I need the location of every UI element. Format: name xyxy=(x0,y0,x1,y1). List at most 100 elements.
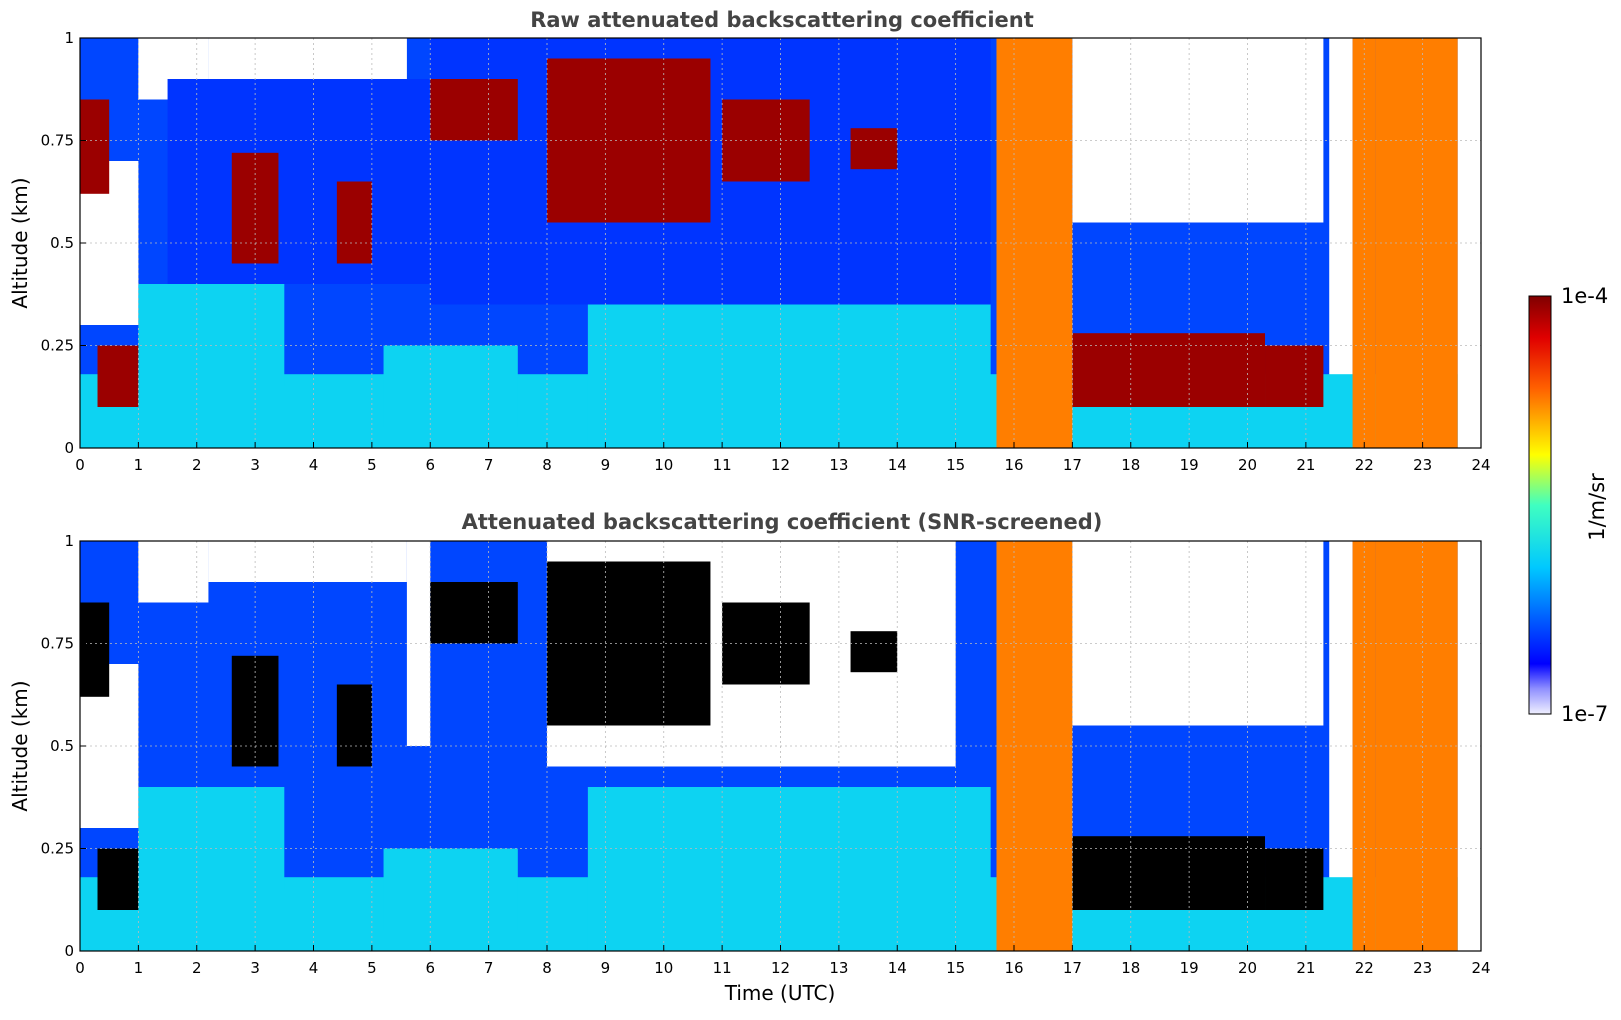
x-tick-label: 10 xyxy=(654,456,673,474)
x-tick-label: 23 xyxy=(1413,959,1432,977)
x-tick-label: 11 xyxy=(713,456,732,474)
y-tick-label: 0.25 xyxy=(41,337,74,355)
y-axis-label-raw: Altitude (km) xyxy=(8,177,32,308)
heatmap-cell-cloud-screened xyxy=(97,848,139,910)
x-tick-label: 5 xyxy=(367,456,377,474)
x-tick-label: 23 xyxy=(1413,456,1432,474)
heatmap-cell-cloud xyxy=(1265,345,1324,407)
heatmap-cell-aerosol-boundary-layer xyxy=(383,345,518,428)
x-tick-label: 7 xyxy=(484,959,494,977)
colorbar-max-label: 1e-4 xyxy=(1561,284,1608,308)
x-tick-label: 0 xyxy=(75,456,85,474)
x-tick-label: 3 xyxy=(250,959,260,977)
heatmap-cell-clear-sky xyxy=(208,38,407,79)
y-tick-label: 0.5 xyxy=(50,234,74,252)
x-tick-label: 6 xyxy=(425,959,435,977)
x-tick-label: 18 xyxy=(1121,959,1140,977)
x-tick-label: 20 xyxy=(1238,959,1257,977)
x-tick-label: 0 xyxy=(75,959,85,977)
y-tick-label: 0 xyxy=(64,942,74,960)
heatmap-cell-cloud xyxy=(547,58,711,223)
heatmap-cell-cloud-screened xyxy=(1072,836,1266,910)
x-tick-label: 24 xyxy=(1471,456,1490,474)
colorbar-gradient xyxy=(1528,295,1552,715)
x-tick-label: 4 xyxy=(309,959,319,977)
heatmap-cell-aerosol-boundary-layer xyxy=(383,848,518,931)
x-tick-label: 12 xyxy=(771,959,790,977)
x-tick-label: 22 xyxy=(1355,959,1374,977)
x-tick-label: 18 xyxy=(1121,456,1140,474)
heatmap-cell-clear-sky xyxy=(208,541,407,582)
x-tick-label: 19 xyxy=(1180,456,1199,474)
x-ticks-raw: 0 1 2 3 4 5 6 7 8 9 10 11 12 13 14 15 16 17 18 19 20 21 22 23 24 xyxy=(75,442,1491,474)
heatmap-cell-clear-sky xyxy=(138,541,209,603)
heatmap-cell-cloud-screened xyxy=(547,561,711,726)
chart-title-screened: Attenuated backscattering coefficient (S… xyxy=(462,510,1103,534)
heatmap-cell-precipitation-columns xyxy=(996,541,1073,951)
heatmap-cell-aerosol-boundary-layer xyxy=(587,787,991,951)
y-ticks-screened: 0 0.25 0.5 0.75 1 xyxy=(41,532,86,960)
chart-title-raw: Raw attenuated backscattering coefficien… xyxy=(530,8,1034,32)
x-tick-label: 12 xyxy=(771,456,790,474)
x-tick-label: 13 xyxy=(829,959,848,977)
x-tick-label: 8 xyxy=(542,959,552,977)
x-tick-label: 21 xyxy=(1296,959,1315,977)
heatmap-cell-aerosol-boundary-layer xyxy=(138,284,285,387)
x-tick-label: 14 xyxy=(888,456,907,474)
x-tick-label: 16 xyxy=(1004,456,1023,474)
x-tick-label: 11 xyxy=(713,959,732,977)
x-tick-label: 13 xyxy=(829,456,848,474)
x-tick-label: 5 xyxy=(367,959,377,977)
x-tick-label: 7 xyxy=(484,456,494,474)
x-tick-label: 2 xyxy=(192,959,202,977)
x-tick-label: 9 xyxy=(601,959,611,977)
y-tick-label: 0 xyxy=(64,439,74,457)
x-axis-label: Time (UTC) xyxy=(724,981,836,1005)
x-tick-label: 15 xyxy=(946,456,965,474)
y-tick-label: 0.75 xyxy=(41,132,74,150)
heatmap-screened xyxy=(80,541,1458,951)
x-tick-label: 17 xyxy=(1063,456,1082,474)
x-tick-label: 14 xyxy=(888,959,907,977)
x-tick-label: 16 xyxy=(1004,959,1023,977)
heatmap-raw xyxy=(80,38,1458,448)
heatmap-cell-aerosol-boundary-layer xyxy=(587,304,991,448)
x-ticks-screened: 0 1 2 3 4 5 6 7 8 9 10 11 12 13 14 15 16 17 18 19 20 21 22 23 24 xyxy=(75,945,1491,977)
x-tick-label: 6 xyxy=(425,456,435,474)
y-ticks-raw: 0 0.25 0.5 0.75 1 xyxy=(41,29,86,457)
heatmap-cell-cloud-screened xyxy=(430,582,518,644)
x-tick-label: 24 xyxy=(1471,959,1490,977)
y-tick-label: 1 xyxy=(64,532,74,550)
heatmap-cell-precipitation-columns xyxy=(996,38,1073,448)
panel-screened: Attenuated backscattering coefficient (S… xyxy=(8,510,1491,1005)
heatmap-cell-cloud xyxy=(336,181,372,264)
x-tick-label: 10 xyxy=(654,959,673,977)
heatmap-cell-noise-high xyxy=(167,79,431,284)
x-tick-label: 8 xyxy=(542,456,552,474)
panel-raw: Raw attenuated backscattering coefficien… xyxy=(8,8,1491,474)
y-axis-label-screened: Altitude (km) xyxy=(8,680,32,811)
grid-screened xyxy=(80,541,1481,951)
y-tick-label: 1 xyxy=(64,29,74,47)
heatmap-cell-aerosol-boundary-layer xyxy=(138,787,285,890)
y-tick-label: 0.75 xyxy=(41,635,74,653)
colorbar-unit-label: 1/m/sr xyxy=(1585,473,1609,541)
heatmap-cell-clear-sky xyxy=(406,541,431,746)
x-tick-label: 9 xyxy=(601,456,611,474)
x-tick-label: 22 xyxy=(1355,456,1374,474)
heatmap-cell-cloud-screened xyxy=(80,602,110,697)
x-tick-label: 17 xyxy=(1063,959,1082,977)
x-tick-label: 15 xyxy=(946,959,965,977)
x-tick-label: 4 xyxy=(309,456,319,474)
x-tick-label: 2 xyxy=(192,456,202,474)
heatmap-cell-cloud-screened xyxy=(336,684,372,767)
y-tick-label: 0.5 xyxy=(50,737,74,755)
x-tick-label: 21 xyxy=(1296,456,1315,474)
x-tick-label: 1 xyxy=(134,456,144,474)
heatmap-cell-clear-sky xyxy=(1072,38,1324,223)
colorbar-min-label: 1e-7 xyxy=(1561,702,1608,726)
heatmap-cell-cloud xyxy=(1072,333,1266,407)
grid-raw xyxy=(80,38,1481,448)
x-tick-label: 1 xyxy=(134,959,144,977)
